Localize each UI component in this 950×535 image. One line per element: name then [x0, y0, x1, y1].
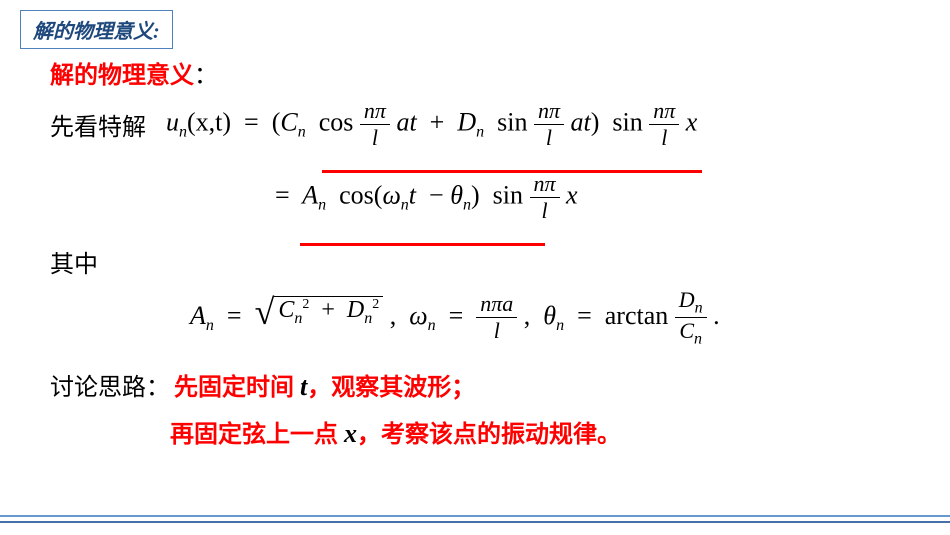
eq1-frac2: nπl: [534, 98, 564, 151]
disc2b: ，考察该点的振动规律。: [357, 422, 621, 448]
eq1-at1: at: [396, 107, 416, 136]
eq1-frac3-den: l: [649, 124, 679, 151]
eq1-rp: ): [591, 107, 600, 136]
footer-line-2: [0, 521, 950, 523]
where-line: 其中: [50, 244, 910, 279]
eq3-comma1: ,: [390, 301, 397, 330]
title-box: 解的物理意义:: [20, 10, 173, 49]
eq3-plus: +: [321, 297, 335, 323]
eq1-frac1-den: l: [360, 124, 390, 151]
heading-text: 解的物理意义: [50, 63, 194, 89]
eq2-eq: =: [275, 180, 290, 209]
eq3-theta-sub: n: [556, 317, 564, 334]
eq3-omega: ω: [409, 301, 427, 330]
eq3-period: .: [713, 301, 720, 330]
eq1-sin1: sin: [497, 107, 527, 136]
eq2-t: t: [409, 180, 416, 209]
disc1a: 先固定时间: [174, 375, 300, 401]
eq1-frac1: nπl: [360, 98, 390, 151]
eq1-D: D: [457, 107, 476, 136]
eq2-omega-sub: n: [401, 197, 409, 214]
eq1-frac1-num: nπ: [360, 98, 390, 124]
eq2-theta: θ: [450, 180, 463, 209]
eq3-frac1: nπal: [476, 291, 517, 344]
eq2-sin: sin: [493, 180, 523, 209]
eq3-row: An = √ Cn2 + Dn2 , ωn = nπal , θn = arct…: [190, 287, 910, 349]
eq3-math: An = √ Cn2 + Dn2 , ωn = nπal , θn = arct…: [190, 287, 720, 349]
label-where: 其中: [50, 252, 98, 278]
eq3-frac2-num: Dn: [675, 287, 707, 317]
eq2-math: = An cos(ωnt − θn) sin nπl x: [275, 171, 578, 224]
eq2-x: x: [566, 180, 578, 209]
disc1b: ，观察其波形；: [307, 375, 475, 401]
eq3-eq3: =: [577, 301, 592, 330]
eq2-row: = An cos(ωnt − θn) sin nπl x: [275, 171, 910, 224]
eq2-frac-den: l: [530, 197, 560, 224]
eq1-math: un(x,t) = (Cn cos nπl at + Dn sin nπl at…: [166, 98, 697, 151]
eq2-frac-num: nπ: [530, 171, 560, 197]
eq3-D-sup: 2: [372, 297, 379, 312]
eq2-rp: ): [471, 180, 480, 209]
eq3-C-sup: 2: [302, 297, 309, 312]
eq1-x: x: [686, 107, 698, 136]
eq3-sqrt: √ Cn2 + Dn2: [255, 294, 384, 330]
eq3-comma2: ,: [524, 301, 531, 330]
eq1-sin2: sin: [612, 107, 642, 136]
eq2-A-sub: n: [318, 197, 326, 214]
eq1-frac3: nπl: [649, 98, 679, 151]
eq3-A-sub: n: [206, 317, 214, 334]
discussion-line1: 讨论思路： 先固定时间 t，观察其波形；: [50, 367, 910, 402]
eq1-frac2-num: nπ: [534, 98, 564, 124]
eq1-cos1: cos: [319, 107, 354, 136]
disc2-var: x: [344, 419, 357, 448]
eq1-frac3-num: nπ: [649, 98, 679, 124]
underline-1: [322, 170, 702, 173]
eq1-args: (x,t): [187, 107, 231, 136]
eq2-minus: −: [429, 180, 444, 209]
eq3-theta: θ: [543, 301, 556, 330]
heading-line: 解的物理意义：: [50, 55, 910, 90]
eq3-D-sub: n: [364, 310, 372, 327]
eq3-C: C: [278, 297, 294, 323]
eq3-D: D: [347, 297, 364, 323]
eq1-eq: =: [244, 107, 259, 136]
eq3-omega-sub: n: [428, 317, 436, 334]
heading-colon: ：: [194, 63, 218, 89]
eq1-u: u: [166, 107, 179, 136]
eq3-eq1: =: [227, 301, 242, 330]
eq3-arctan: arctan: [605, 301, 669, 330]
eq1-D-sub: n: [476, 124, 484, 141]
eq3-eq2: =: [449, 301, 464, 330]
eq2-omega: ω: [382, 180, 400, 209]
eq1-C: C: [280, 107, 297, 136]
eq1-frac2-den: l: [534, 124, 564, 151]
eq3-C-sub: n: [294, 310, 302, 327]
eq2-cos: cos: [339, 180, 374, 209]
eq2-theta-sub: n: [463, 197, 471, 214]
label-particular: 先看特解: [50, 107, 146, 142]
eq1-row: 先看特解 un(x,t) = (Cn cos nπl at + Dn sin n…: [50, 98, 910, 151]
footer-line-1: [0, 515, 950, 517]
eq3-frac2-den: Cn: [675, 317, 707, 348]
eq2-frac: nπl: [530, 171, 560, 224]
eq3-frac2: Dn Cn: [675, 287, 707, 349]
underline-2: [300, 243, 545, 246]
discussion-label: 讨论思路：: [50, 375, 170, 401]
disc2a: 再固定弦上一点: [170, 422, 344, 448]
eq2-A: A: [302, 180, 318, 209]
sqrt-body: Cn2 + Dn2: [274, 296, 383, 328]
eq3-frac1-den: l: [476, 317, 517, 344]
content-area: 解的物理意义： 先看特解 un(x,t) = (Cn cos nπl at + …: [50, 55, 910, 457]
sqrt-sign: √: [255, 294, 275, 330]
eq3-frac1-num: nπa: [476, 291, 517, 317]
eq1-u-sub: n: [179, 124, 187, 141]
eq3-A: A: [190, 301, 206, 330]
eq1-plus: +: [430, 107, 445, 136]
discussion-line2: 再固定弦上一点 x，考察该点的振动规律。: [170, 414, 910, 449]
eq1-at2: at: [571, 107, 591, 136]
eq1-C-sub: n: [298, 124, 306, 141]
